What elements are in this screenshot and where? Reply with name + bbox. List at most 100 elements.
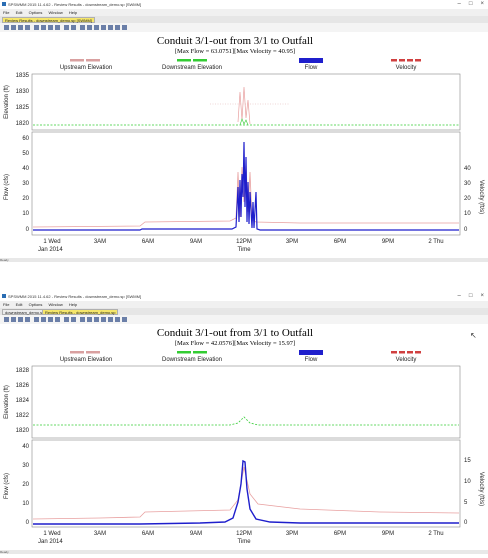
toolbar-pan-icon[interactable] [41, 25, 46, 30]
tab-review-results[interactable]: Review Results - downstream_demo.sp [SWM… [2, 17, 95, 23]
toolbar-print-icon[interactable] [48, 317, 53, 322]
menu-help[interactable]: Help [68, 302, 78, 307]
toolbar-zoom-icon[interactable] [34, 317, 39, 322]
toolbar-help-icon[interactable] [122, 25, 127, 30]
x-tick-9am: 9AM [190, 531, 202, 537]
x-tick-2thu: 2 Thu [428, 239, 443, 245]
toolbar-scatter-icon[interactable] [108, 25, 113, 30]
toolbar-profile-icon[interactable] [101, 317, 106, 322]
vel-tick-0: 0 [464, 520, 468, 526]
toolbar-help-icon[interactable] [122, 317, 127, 322]
close-icon[interactable]: × [480, 1, 484, 7]
downstream-elevation-line [33, 416, 459, 426]
document-tabs: Review Results - downstream_demo.sp [SWM… [0, 16, 488, 23]
velocity-axis-label: Velocity (ft/s) [478, 472, 484, 506]
flow-panel: 60 50 40 30 20 10 0 Flow (cfs) 40 30 20 … [4, 131, 484, 236]
toolbar-graph-icon[interactable] [80, 25, 85, 30]
minimize-icon[interactable]: – [457, 293, 461, 299]
toolbar-export-icon[interactable] [71, 25, 76, 30]
title-bar: SPSWMM 2015 11.4.62 - Review Results - d… [0, 0, 488, 9]
flow-tick-10: 10 [22, 211, 29, 217]
toolbar-print-icon[interactable] [48, 25, 53, 30]
toolbar-zoom-icon[interactable] [34, 25, 39, 30]
toolbar-scatter-icon[interactable] [108, 317, 113, 322]
toolbar-copy-icon[interactable] [55, 25, 60, 30]
legend-velocity: Velocity [396, 357, 417, 363]
menu-file[interactable]: File [3, 302, 10, 307]
menu-window[interactable]: Window [48, 10, 63, 15]
legend-swatch-downstream [177, 59, 191, 62]
toolbar-map-icon[interactable] [115, 25, 120, 30]
vel-tick-0: 0 [464, 227, 468, 233]
toolbar-last-icon[interactable] [25, 25, 30, 30]
chart-title: Conduit 3/1-out from 3/1 to Outfall [157, 327, 313, 339]
elev-tick-3: 1825 [16, 105, 30, 111]
cursor-arrow-icon: ↖ [470, 331, 477, 340]
menu-edit[interactable]: Edit [15, 10, 23, 15]
toolbar-next-icon[interactable] [18, 25, 23, 30]
toolbar-stats-icon[interactable] [94, 25, 99, 30]
toolbar-copy-icon[interactable] [55, 317, 60, 322]
elev-tick-1: 1835 [16, 73, 30, 79]
vel-tick-10: 10 [464, 479, 471, 485]
chart-legend: Upstream Elevation Downstream Elevation … [60, 350, 421, 363]
toolbar-first-icon[interactable] [4, 317, 9, 322]
toolbar-next-icon[interactable] [18, 317, 23, 322]
menu-file[interactable]: File [3, 10, 10, 15]
app-icon [2, 2, 6, 6]
toolbar-last-icon[interactable] [25, 317, 30, 322]
toolbar-map-icon[interactable] [115, 317, 120, 322]
x-tick-3pm: 3PM [286, 531, 298, 537]
flow-tick-60: 60 [22, 136, 29, 142]
flow-tick-30: 30 [22, 463, 29, 469]
app-title: SPSWMM 2015 11.4.62 - Review Results - d… [8, 294, 142, 299]
x-tick-1wed: 1 Wed [43, 239, 60, 245]
x-tick-6pm: 6PM [334, 531, 346, 537]
toolbar-first-icon[interactable] [4, 25, 9, 30]
x-axis-label: Time [237, 539, 251, 545]
vel-tick-5: 5 [464, 500, 468, 506]
menu-options[interactable]: Options [28, 10, 43, 15]
toolbar-settings-icon[interactable] [64, 25, 69, 30]
legend-downstream: Downstream Elevation [162, 65, 222, 71]
elev-tick-3: 1824 [16, 398, 30, 404]
elev-tick-1: 1828 [16, 368, 30, 374]
legend-swatch-velocity [391, 351, 421, 354]
menu-window[interactable]: Window [48, 302, 63, 307]
x-tick-9pm: 9PM [382, 531, 394, 537]
x-date-label: Jan 2014 [38, 539, 63, 545]
toolbar-profile-icon[interactable] [101, 25, 106, 30]
toolbar-table-icon[interactable] [87, 25, 92, 30]
toolbar-stats-icon[interactable] [94, 317, 99, 322]
legend-swatch-flow [299, 350, 323, 355]
tab-review-results[interactable]: Review Results - downstream_demo.sp [42, 309, 119, 315]
toolbar-prev-icon[interactable] [11, 25, 16, 30]
elevation-axis-label: Elevation (ft) [4, 85, 10, 119]
maximize-icon[interactable]: □ [468, 1, 473, 7]
menu-edit[interactable]: Edit [15, 302, 23, 307]
menu-options[interactable]: Options [28, 302, 43, 307]
window-controls: – □ × [450, 292, 484, 301]
status-bar: Ready [0, 550, 488, 554]
toolbar-prev-icon[interactable] [11, 317, 16, 322]
menu-bar: File Edit Options Window Help [0, 9, 488, 16]
legend-swatch-upstream-2 [86, 351, 100, 354]
x-tick-3am: 3AM [94, 239, 106, 245]
x-axis-label: Time [237, 247, 251, 253]
close-icon[interactable]: × [480, 293, 484, 299]
toolbar-graph-icon[interactable] [80, 317, 85, 322]
menu-help[interactable]: Help [68, 10, 78, 15]
maximize-icon[interactable]: □ [468, 293, 473, 299]
toolbar-table-icon[interactable] [87, 317, 92, 322]
toolbar-pan-icon[interactable] [41, 317, 46, 322]
vel-tick-40: 40 [464, 166, 471, 172]
document-tabs: downstream_demo.sp Review Results - down… [0, 308, 488, 315]
conduit-chart: Conduit 3/1-out from 3/1 to Outfall [Max… [0, 324, 488, 550]
minimize-icon[interactable]: – [457, 1, 461, 7]
results-window-1: SPSWMM 2015 11.4.62 - Review Results - d… [0, 0, 488, 262]
toolbar-export-icon[interactable] [71, 317, 76, 322]
results-window-2: SPSWMM 2015 11.4.62 - Review Results - d… [0, 292, 488, 554]
conduit-chart: Conduit 3/1-out from 3/1 to Outfall [Max… [0, 32, 488, 258]
toolbar-settings-icon[interactable] [64, 317, 69, 322]
legend-velocity: Velocity [396, 65, 417, 71]
